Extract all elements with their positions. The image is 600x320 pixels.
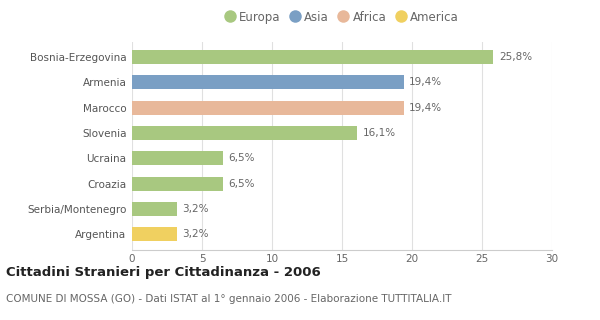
Text: 19,4%: 19,4% [409, 102, 442, 113]
Bar [132, 228, 177, 241]
Bar [132, 75, 404, 89]
Text: Cittadini Stranieri per Cittadinanza - 2006: Cittadini Stranieri per Cittadinanza - 2… [6, 266, 321, 279]
Text: 3,2%: 3,2% [182, 229, 209, 239]
Bar [132, 177, 223, 191]
Bar [132, 50, 493, 64]
Bar [132, 126, 358, 140]
Bar [132, 151, 223, 165]
Bar [132, 100, 404, 115]
Legend: Europa, Asia, Africa, America: Europa, Asia, Africa, America [221, 7, 463, 28]
Bar [132, 202, 177, 216]
Text: COMUNE DI MOSSA (GO) - Dati ISTAT al 1° gennaio 2006 - Elaborazione TUTTITALIA.I: COMUNE DI MOSSA (GO) - Dati ISTAT al 1° … [6, 294, 452, 304]
Text: 25,8%: 25,8% [499, 52, 532, 62]
Text: 16,1%: 16,1% [363, 128, 396, 138]
Text: 6,5%: 6,5% [229, 179, 255, 189]
Text: 3,2%: 3,2% [182, 204, 209, 214]
Text: 6,5%: 6,5% [229, 153, 255, 163]
Text: 19,4%: 19,4% [409, 77, 442, 87]
